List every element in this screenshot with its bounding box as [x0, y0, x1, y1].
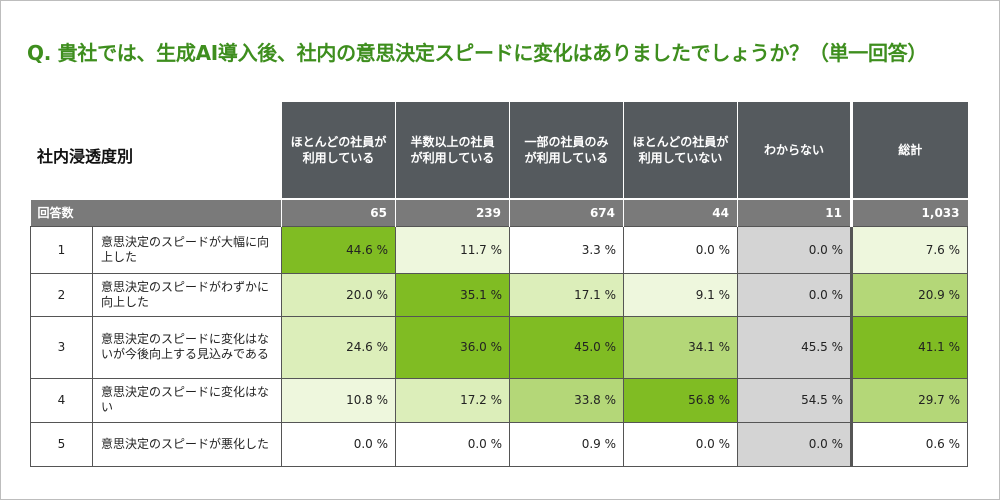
results-table: ほとんどの社員が 利用している 半数以上の社員 が利用している 一部の社員のみ が利…: [30, 102, 968, 467]
column-header-row: ほとんどの社員が 利用している 半数以上の社員 が利用している 一部の社員のみ が利…: [30, 102, 968, 199]
count-cell-1: 65: [281, 198, 396, 226]
row-index: 4: [30, 377, 93, 423]
row-index: 3: [30, 315, 93, 379]
value-cell: 0.0 %: [623, 421, 738, 467]
value-cell: 0.0 %: [281, 421, 396, 467]
value-cell: 0.0 %: [737, 225, 852, 274]
row-label: 意思決定のスピードに変化はない: [92, 377, 282, 423]
value-cell: 20.0 %: [281, 272, 396, 317]
count-cell-5: 11: [737, 198, 852, 226]
value-cell: 33.8 %: [509, 377, 624, 423]
value-cell: 45.5 %: [737, 315, 852, 379]
value-cell: 0.6 %: [850, 421, 968, 467]
count-cell-4: 44: [623, 198, 738, 226]
value-cell: 29.7 %: [850, 377, 968, 423]
row-index: 5: [30, 421, 93, 467]
row-index: 2: [30, 272, 93, 317]
table-row: 5 意思決定のスピードが悪化した 0.0 % 0.0 % 0.9 % 0.0 % 0.0 %…: [30, 421, 968, 467]
value-cell: 34.1 %: [623, 315, 738, 379]
value-cell: 45.0 %: [509, 315, 624, 379]
segment-label: 社内浸透度別: [37, 147, 134, 166]
value-cell: 0.0 %: [395, 421, 510, 467]
value-cell: 11.7 %: [395, 225, 510, 274]
column-header-4: ほとんどの社員が 利用していない: [623, 102, 738, 199]
count-label: 回答数: [30, 198, 282, 226]
value-cell: 10.8 %: [281, 377, 396, 423]
count-cell-2: 239: [395, 198, 510, 226]
row-index: 1: [30, 225, 93, 274]
column-header-1: ほとんどの社員が 利用している: [281, 102, 396, 199]
row-label: 意思決定のスピードが悪化した: [92, 421, 282, 467]
value-cell: 44.6 %: [281, 225, 396, 274]
value-cell: 24.6 %: [281, 315, 396, 379]
value-cell: 17.2 %: [395, 377, 510, 423]
table-row: 1 意思決定のスピードが大幅に向上した 44.6 % 11.7 % 3.3 % 0.0 %…: [30, 225, 968, 274]
value-cell: 3.3 %: [509, 225, 624, 274]
value-cell: 0.9 %: [509, 421, 624, 467]
figure-title: Q. 貴社では、生成AI導入後、社内の意思決定スピードに変化はありましたでしょう…: [27, 41, 928, 65]
header-blank: [30, 102, 282, 199]
value-cell: 35.1 %: [395, 272, 510, 317]
value-cell: 9.1 %: [623, 272, 738, 317]
value-cell: 54.5 %: [737, 377, 852, 423]
column-header-3: 一部の社員のみ が利用している: [509, 102, 624, 199]
value-cell: 0.0 %: [623, 225, 738, 274]
column-header-2: 半数以上の社員 が利用している: [395, 102, 510, 199]
row-label: 意思決定のスピードがわずかに向上した: [92, 272, 282, 317]
table-row: 2 意思決定のスピードがわずかに向上した 20.0 % 35.1 % 17.1 % 9.1…: [30, 272, 968, 317]
column-header-5: わからない: [737, 102, 852, 199]
value-cell: 7.6 %: [850, 225, 968, 274]
count-cell-3: 674: [509, 198, 624, 226]
value-cell: 41.1 %: [850, 315, 968, 379]
count-cell-6: 1,033: [850, 198, 968, 226]
value-cell: 0.0 %: [737, 421, 852, 467]
row-label: 意思決定のスピードに変化はないが今後向上する見込みである: [92, 315, 282, 379]
table-row: 3 意思決定のスピードに変化はないが今後向上する見込みである 24.6 % 36.0 …: [30, 315, 968, 379]
table-row: 4 意思決定のスピードに変化はない 10.8 % 17.2 % 33.8 % 56.8 %…: [30, 377, 968, 423]
value-cell: 36.0 %: [395, 315, 510, 379]
value-cell: 17.1 %: [509, 272, 624, 317]
count-row: 回答数 65 239 674 44 11 1,033: [30, 198, 968, 226]
value-cell: 56.8 %: [623, 377, 738, 423]
row-label: 意思決定のスピードが大幅に向上した: [92, 225, 282, 274]
value-cell: 0.0 %: [737, 272, 852, 317]
value-cell: 20.9 %: [850, 272, 968, 317]
column-header-6: 総計: [850, 102, 968, 199]
